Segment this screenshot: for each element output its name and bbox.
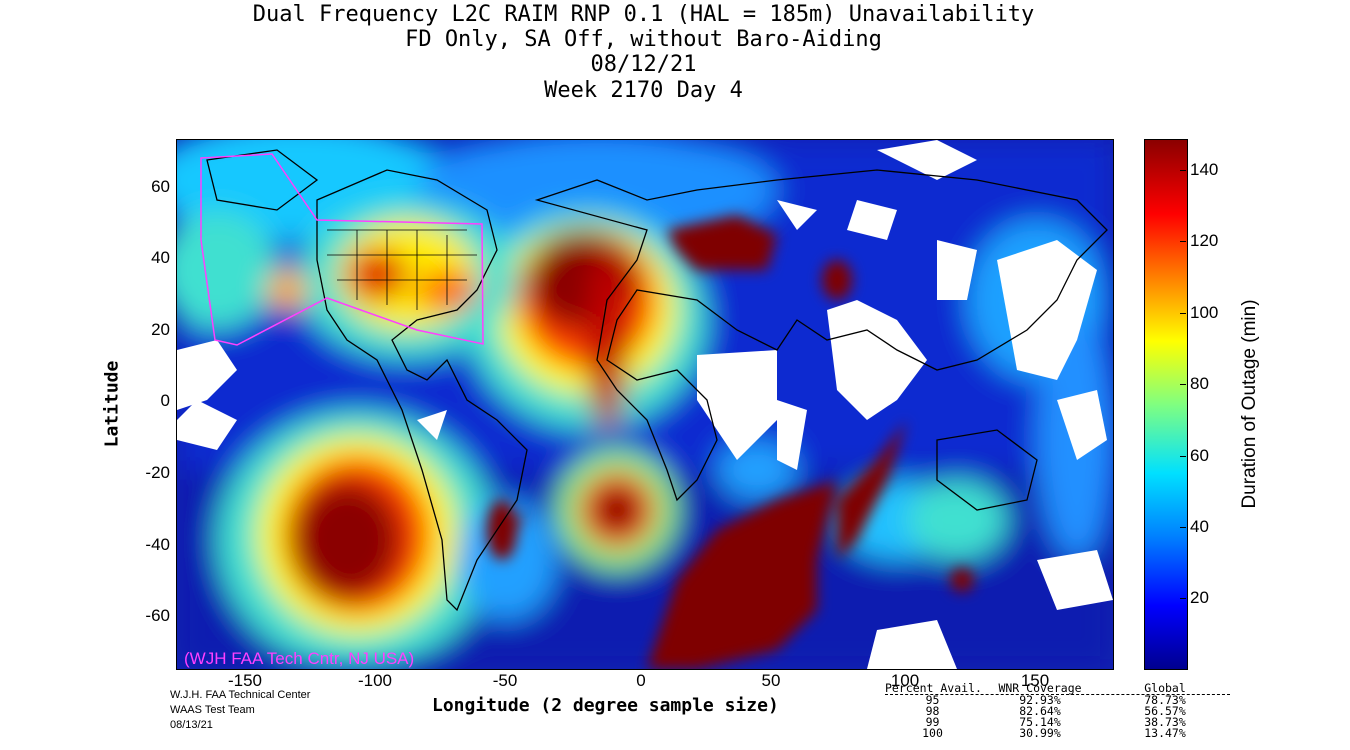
y-tick: -20 [145,463,170,482]
colorbar-tickmark [1180,241,1186,242]
y-axis-label: Latitude [101,360,123,448]
availability-stats-table: Percent Avail. WNR Coverage Global 95 92… [885,681,1230,740]
x-axis-label: Longitude (2 degree sample size) [432,695,779,716]
title-line-2: FD Only, SA Off, without Baro-Aiding [405,27,882,52]
stats-header: WNR Coverage [998,681,1082,695]
max-outage-regions [487,215,974,669]
colorbar-tick: 60 [1190,446,1209,465]
stats-cell: 30.99% [1019,726,1061,740]
stats-cell: 92.93% [1019,693,1061,707]
colorbar-tickmark [1180,170,1186,171]
y-tick: 60 [151,177,170,196]
watermark: (WJH FAA Tech Cntr, NJ USA) [184,649,415,668]
stats-cell: 75.14% [1019,715,1061,729]
stats-cell: 78.73% [1144,693,1186,707]
colorbar-tick: 140 [1190,160,1219,179]
stats-row: 98 82.64% 56.57% [885,704,1230,718]
colorbar-label: Duration of Outage (min) [1239,299,1260,509]
coastlines [206,149,1108,612]
x-tick: 150 [1020,671,1050,690]
x-tick: 0 [636,671,646,690]
stats-cell: 38.73% [1144,715,1186,729]
colorbar-tick: 20 [1190,588,1209,607]
stats-cell: 56.57% [1144,704,1186,718]
title-line-4: Week 2170 Day 4 [544,78,743,103]
y-tick: -60 [145,606,170,625]
credit-line-1: W.J.H. FAA Technical Center [170,689,311,701]
us-state-borders [327,229,477,310]
wnr-coverage-outline [200,153,484,346]
y-tick: 20 [151,320,170,339]
colorbar-tick: 40 [1190,517,1209,536]
x-tick: 50 [761,671,781,690]
stats-row: 95 92.93% 78.73% [885,693,1230,707]
credit-line-3: 08/13/21 [170,719,213,731]
stats-row: 99 75.14% 38.73% [885,715,1230,729]
x-tick: -100 [357,671,393,690]
outage-map-svg [177,140,1113,669]
colorbar-tickmark [1180,456,1186,457]
colorbar-tickmark [1180,527,1186,528]
colorbar-tick: 80 [1190,374,1209,393]
outage-map [176,139,1114,670]
stats-header-row: Percent Avail. WNR Coverage Global [885,681,1230,695]
colorbar [1144,139,1188,670]
stats-cell: 99 [925,715,940,729]
y-tick: 0 [160,391,170,410]
stats-header: Global [1144,681,1186,695]
stats-cell: 13.47% [1144,726,1186,740]
x-tick: -150 [227,671,263,690]
stats-cell: 100 [922,726,943,740]
stats-row: 100 30.99% 13.47% [885,726,1230,740]
x-tick: -50 [492,671,518,690]
title-line-3: 08/12/21 [590,52,697,77]
stats-header: Percent Avail. [885,681,982,695]
stats-cell: 98 [925,704,940,718]
colorbar-tick: 120 [1190,231,1219,250]
colorbar-tickmark [1180,313,1186,314]
colorbar-tickmark [1180,384,1186,385]
credit-line-2: WAAS Test Team [170,704,255,716]
x-tick: 100 [890,671,920,690]
stats-cell: 82.64% [1019,704,1061,718]
y-tick: 40 [151,248,170,267]
colorbar-tick: 100 [1190,303,1219,322]
title-line-1: Dual Frequency L2C RAIM RNP 0.1 (HAL = 1… [252,2,1035,27]
y-tick: -40 [145,535,170,554]
colorbar-tickmark [1180,598,1186,599]
stats-cell: 95 [925,693,940,707]
